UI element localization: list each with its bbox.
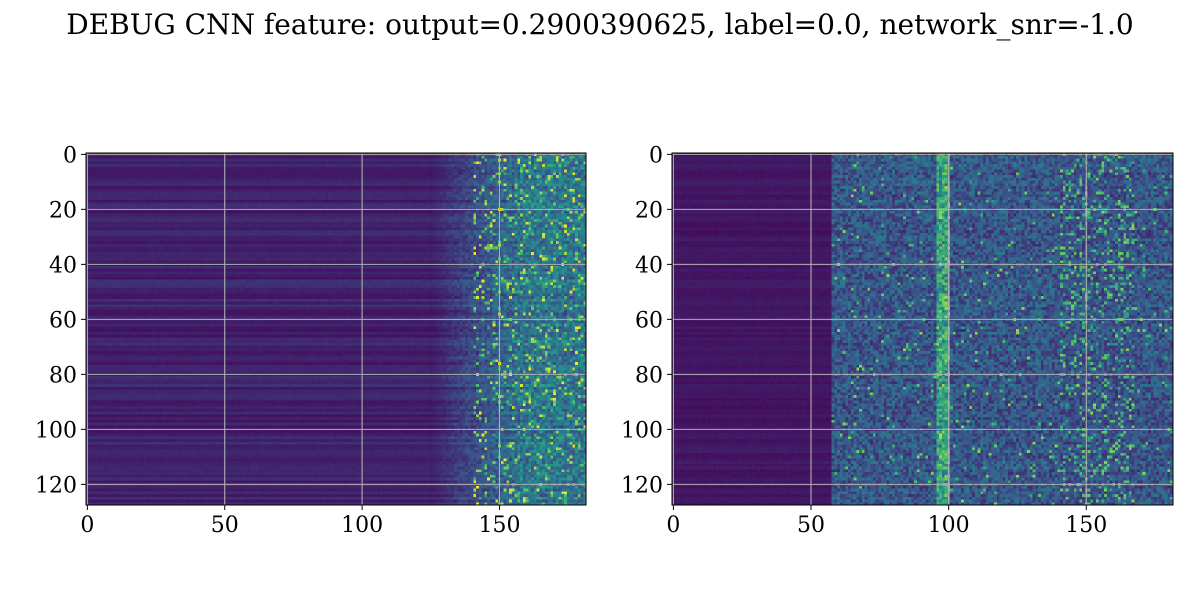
x-tick-label: 150 [1065, 513, 1107, 538]
y-tick-label: 20 [635, 198, 663, 223]
x-tick-label: 0 [666, 513, 680, 538]
y-tick-label: 100 [35, 418, 77, 443]
y-tick-label: 0 [649, 143, 663, 168]
y-tick-label: 100 [621, 418, 663, 443]
heatmap-image [86, 153, 586, 505]
heatmap-left: 0 50 100 150 0 20 40 60 80 100 120 [35, 143, 587, 538]
y-tick-label: 120 [35, 473, 77, 498]
y-tick-label: 80 [635, 363, 663, 388]
x-tick-label: 50 [211, 513, 239, 538]
x-tick-label: 150 [478, 513, 520, 538]
heatmap-image [672, 153, 1173, 505]
axes-frame [671, 152, 1174, 506]
x-tick-label: 100 [341, 513, 383, 538]
y-tick-label: 40 [49, 253, 77, 278]
y-tick-label: 20 [49, 198, 77, 223]
y-tick-label: 40 [635, 253, 663, 278]
x-tick-label: 100 [928, 513, 970, 538]
x-tick-label: 50 [797, 513, 825, 538]
y-tick-label: 80 [49, 363, 77, 388]
figure-title: DEBUG CNN feature: output=0.2900390625, … [66, 8, 1134, 41]
y-tick-label: 60 [49, 308, 77, 333]
axes-frame [85, 152, 587, 506]
heatmap-right: 0 50 100 150 0 20 40 60 80 100 120 [621, 143, 1174, 538]
y-tick-label: 60 [635, 308, 663, 333]
y-tick-label: 0 [63, 143, 77, 168]
y-tick-label: 120 [621, 473, 663, 498]
x-tick-label: 0 [80, 513, 94, 538]
